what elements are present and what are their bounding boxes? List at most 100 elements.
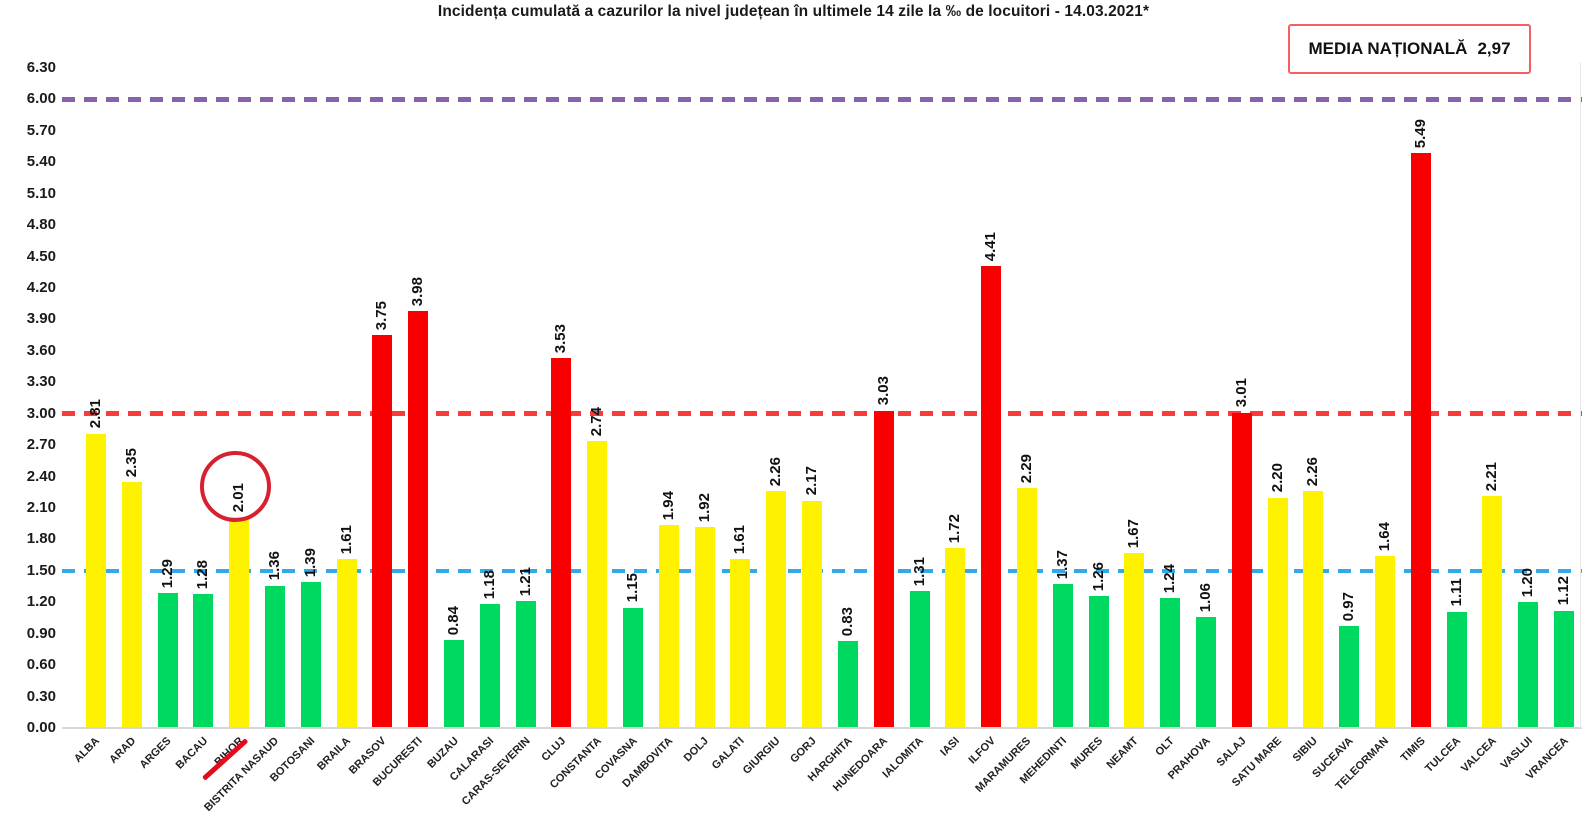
x-axis-label: CLUJ [539,735,568,764]
y-axis-tick-label: 3.60 [26,341,56,359]
bar-mehedinti [1052,584,1073,728]
bar-botosani [300,582,321,728]
bar-value-label: 3.75 [373,300,391,331]
bar-satu-mare [1267,497,1288,728]
purple-threshold-line [62,96,1582,102]
bar-sibiu [1303,491,1324,728]
bar-calarasi [479,604,500,728]
bar-teleorman [1375,556,1396,728]
red-threshold-line [62,411,1582,417]
x-axis-label: NEAMT [1104,735,1141,772]
bar-gorj [802,500,823,728]
bar-salaj [1231,412,1252,728]
bar-value-label: 0.97 [1340,592,1358,622]
bar-dolj [694,526,715,728]
bar-value-label: 2.35 [122,447,140,477]
bar-value-label: 5.49 [1411,118,1429,148]
bar-value-label: 1.61 [731,525,749,555]
bar-value-label: 1.72 [946,513,964,543]
y-axis-tick-label: 3.30 [26,373,56,391]
bar-suceava [1339,626,1360,728]
bar-value-label: 2.26 [1304,457,1322,487]
y-axis-tick-label: 5.40 [26,153,56,171]
bar-value-label: 1.15 [624,573,642,603]
y-axis-tick-label: 5.10 [26,184,56,202]
bar-value-label: 1.21 [516,567,534,597]
y-axis-tick-label: 1.80 [26,530,56,548]
y-axis-tick-label: 0.90 [26,624,56,642]
bar-value-label: 1.18 [480,570,498,600]
x-axis-label: IASI [938,735,962,759]
bar-bistrita-nasaud [264,585,285,728]
bar-giurgiu [766,491,787,728]
bar-value-label: 1.28 [194,559,212,589]
x-axis-label: ARAD [107,735,139,766]
bar-value-label: 3.98 [409,276,427,307]
y-axis-tick-label: 2.70 [26,436,56,454]
y-axis-tick-label: 1.50 [26,561,56,579]
x-axis-label: CARAS-SEVERIN [459,735,533,808]
y-axis-tick-label: 4.20 [26,279,56,296]
bar-value-label: 1.94 [659,490,677,520]
x-axis-label: ARGES [137,735,175,772]
bar-value-label: 2.29 [1017,453,1035,484]
bar-value-label: 2.20 [1268,463,1286,493]
bar-dambovita [658,524,679,728]
bar-value-label: 1.61 [337,525,355,555]
x-axis-label: OLT [1153,735,1177,759]
national-average-value: 2,97 [1477,39,1511,58]
bar-value-label: 1.39 [301,548,319,578]
bar-cluj [551,358,572,728]
x-axis-label: BUZAU [424,735,461,771]
bar-timis [1410,152,1431,728]
bar-bihor [229,517,250,728]
bar-neamt [1124,553,1145,728]
bar-value-label: 1.29 [158,558,176,588]
bar-vaslui [1518,602,1539,728]
bar-value-label: 4.41 [982,231,1000,261]
x-axis-label: ALBA [72,735,103,766]
y-axis-tick-label: 4.80 [26,216,56,234]
bar-bacau [193,593,214,728]
bar-prahova [1196,616,1216,728]
y-axis-tick-label: 4.50 [26,247,56,265]
bar-harghita [837,641,858,728]
bar-value-label: 2.81 [86,399,104,429]
x-axis-label: GORJ [788,735,819,766]
bar-value-label: 1.31 [910,556,928,586]
bar-value-label: 1.24 [1161,563,1179,594]
bar-value-label: 1.06 [1197,582,1214,612]
bar-arges [157,592,178,728]
bar-vrancea [1554,610,1575,728]
bar-value-label: 3.03 [874,376,892,406]
chart-title: Incidența cumulată a cazurilor la nivel … [437,3,1150,20]
bar-olt [1160,598,1181,728]
bar-galati [730,559,751,728]
x-axis-label: MURES [1068,735,1106,772]
y-axis-tick-label: 0.30 [26,687,56,705]
bar-value-label: 1.12 [1555,576,1573,606]
bar-value-label: 1.92 [695,492,713,522]
bar-value-label: 1.36 [265,551,283,581]
x-axis-label: GIURGIU [741,735,783,777]
bar-tulcea [1446,611,1467,728]
x-axis-line [62,727,1582,729]
y-axis-tick-label: 2.10 [26,499,56,516]
bar-ialomita [909,590,930,728]
x-axis-label: DOLJ [681,735,712,765]
x-axis-label: VASLUI [1498,735,1535,772]
x-axis-label: BACAU [173,735,210,772]
national-average-label: MEDIA NAȚIONALĂ [1308,39,1468,58]
bar-value-label: 3.53 [552,324,570,354]
y-axis-tick-label: 2.40 [26,467,56,485]
bar-value-label: 1.67 [1125,518,1143,549]
bar-mures [1088,596,1109,728]
bar-value-label: 2.17 [803,466,821,496]
y-axis-tick-label: 6.30 [26,59,56,76]
bar-maramures [1016,488,1037,728]
y-axis-tick-label: 3.90 [26,310,56,328]
x-axis-label: SIBIU [1290,735,1320,765]
bar-hunedoara [873,410,894,728]
y-axis-tick-label: 1.20 [26,593,56,611]
bar-alba [85,433,106,728]
